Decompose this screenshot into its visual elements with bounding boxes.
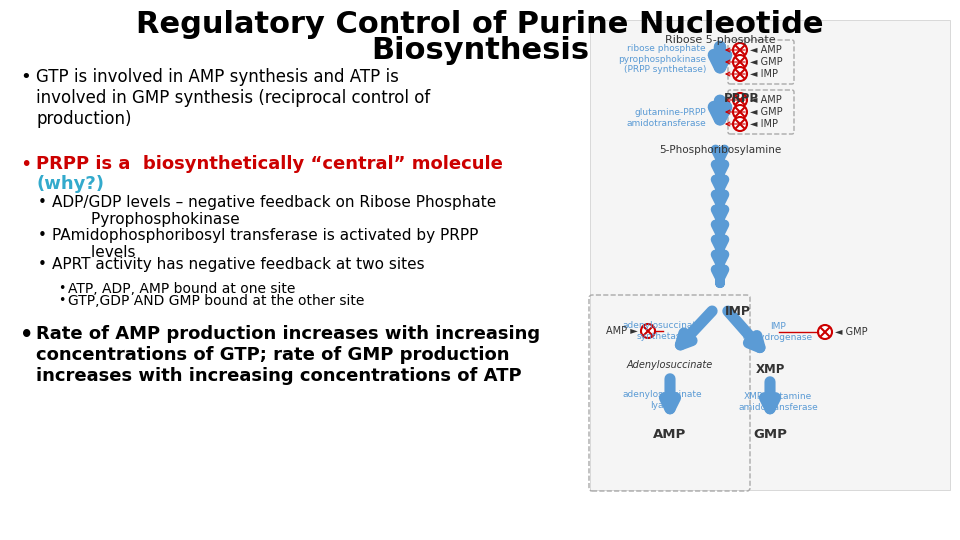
Text: Regulatory Control of Purine Nucleotide: Regulatory Control of Purine Nucleotide	[136, 10, 824, 39]
Text: ◄ GMP: ◄ GMP	[750, 57, 782, 67]
Text: ◄ IMP: ◄ IMP	[750, 69, 778, 79]
Text: •: •	[20, 68, 31, 86]
Text: APRT activity has negative feedback at two sites: APRT activity has negative feedback at t…	[52, 257, 424, 272]
Text: XMP: XMP	[756, 363, 784, 376]
Circle shape	[733, 117, 747, 131]
Text: ribose phosphate
pyrophosphokinase
(PRPP synthetase): ribose phosphate pyrophosphokinase (PRPP…	[618, 44, 706, 74]
Text: ◄ AMP: ◄ AMP	[750, 45, 781, 55]
Text: ATP, ADP, AMP bound at one site: ATP, ADP, AMP bound at one site	[68, 282, 296, 296]
Circle shape	[733, 43, 747, 57]
Text: •: •	[38, 195, 47, 210]
Text: PRPP: PRPP	[724, 92, 759, 105]
Text: IMP
dehydrogenase: IMP dehydrogenase	[743, 322, 813, 342]
Text: ◄ IMP: ◄ IMP	[750, 119, 778, 129]
Text: •: •	[20, 155, 32, 174]
Text: adenylosuccinate
synthetase: adenylosuccinate synthetase	[622, 321, 702, 341]
Text: Adenylosuccinate: Adenylosuccinate	[627, 360, 713, 370]
Text: ADP/GDP levels – negative feedback on Ribose Phosphate
        Pyrophosphokinase: ADP/GDP levels – negative feedback on Ri…	[52, 195, 496, 227]
Text: GTP,GDP AND GMP bound at the other site: GTP,GDP AND GMP bound at the other site	[68, 294, 365, 308]
Text: (why?): (why?)	[36, 175, 104, 193]
Text: •: •	[38, 257, 47, 272]
Text: •: •	[58, 282, 65, 295]
Circle shape	[818, 325, 832, 339]
FancyBboxPatch shape	[590, 20, 950, 490]
Text: AMP ►: AMP ►	[607, 326, 638, 336]
Text: AMP: AMP	[654, 428, 686, 441]
Text: •: •	[58, 294, 65, 307]
Text: Ribose 5-phosphate: Ribose 5-phosphate	[664, 35, 776, 45]
Text: PAmidophosphoribosyl transferase is activated by PRPP
        levels: PAmidophosphoribosyl transferase is acti…	[52, 228, 478, 260]
Text: Biosynthesis: Biosynthesis	[371, 36, 589, 65]
Text: •: •	[38, 228, 47, 243]
Text: ◄ GMP: ◄ GMP	[835, 327, 868, 337]
Circle shape	[733, 55, 747, 69]
Circle shape	[641, 324, 655, 338]
Text: PRPP is a  biosynthetically “central” molecule: PRPP is a biosynthetically “central” mol…	[36, 155, 503, 173]
Circle shape	[733, 67, 747, 81]
Text: Rate of AMP production increases with increasing
concentrations of GTP; rate of : Rate of AMP production increases with in…	[36, 325, 540, 384]
Text: ◄ AMP: ◄ AMP	[750, 95, 781, 105]
Circle shape	[733, 105, 747, 119]
Text: •: •	[20, 325, 34, 345]
Text: GMP: GMP	[753, 428, 787, 441]
Text: adenylosuccinate
lyase: adenylosuccinate lyase	[622, 390, 702, 410]
Text: glutamine-PRPP
amidotransferase: glutamine-PRPP amidotransferase	[626, 109, 706, 127]
Text: ◄ GMP: ◄ GMP	[750, 107, 782, 117]
Text: IMP: IMP	[725, 305, 751, 318]
Text: XMP-glutamine
amidotransferase: XMP-glutamine amidotransferase	[738, 392, 818, 411]
Circle shape	[733, 93, 747, 107]
Text: 5-Phosphoribosylamine: 5-Phosphoribosylamine	[659, 145, 781, 155]
Text: GTP is involved in AMP synthesis and ATP is
involved in GMP synthesis (reciproca: GTP is involved in AMP synthesis and ATP…	[36, 68, 430, 127]
